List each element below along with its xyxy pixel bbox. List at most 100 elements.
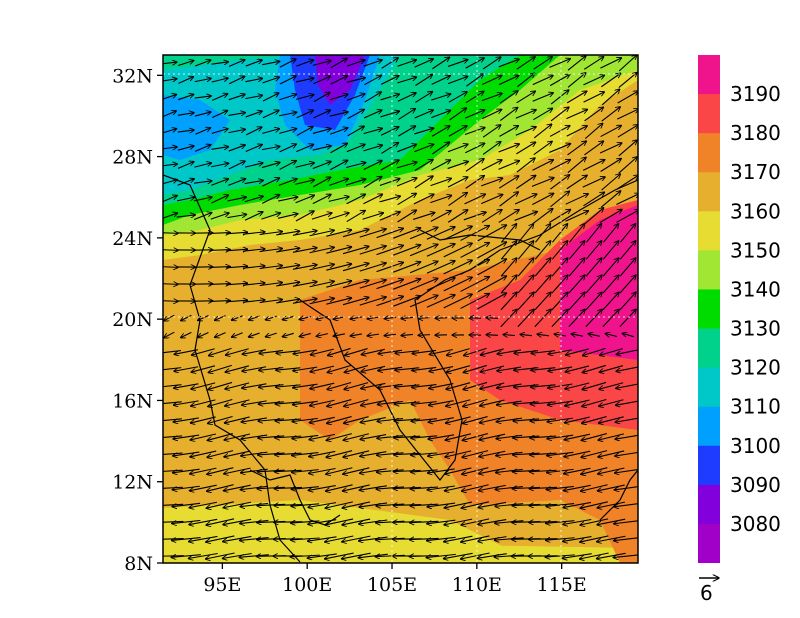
wind-vector xyxy=(163,129,176,134)
wind-vector xyxy=(460,294,490,309)
wind-vector xyxy=(326,264,351,271)
wind-vector xyxy=(443,243,473,258)
wind-vector xyxy=(210,213,229,220)
wind-vector xyxy=(214,332,226,338)
wind-vector xyxy=(380,127,399,136)
wind-vector xyxy=(409,261,438,274)
wind-vector xyxy=(328,213,349,220)
wind-vector xyxy=(617,91,638,104)
wind-vector xyxy=(568,309,585,328)
wind-vector xyxy=(244,212,263,221)
wind-vector xyxy=(194,145,211,152)
wind-vector xyxy=(443,260,473,275)
wind-vector xyxy=(242,300,265,302)
wind-vector xyxy=(477,242,506,259)
wind-vector xyxy=(528,539,558,540)
wind-vector xyxy=(479,450,506,456)
wind-vector xyxy=(397,193,417,206)
wind-vector xyxy=(503,335,516,336)
wind-vector xyxy=(224,416,250,423)
wind-vector xyxy=(274,470,302,471)
x-tick-label: 115E xyxy=(537,574,587,596)
wind-vector xyxy=(562,553,592,559)
wind-vector xyxy=(498,75,519,86)
wind-vector xyxy=(460,277,490,292)
wind-vector xyxy=(174,349,198,355)
wind-vector xyxy=(446,399,471,407)
wind-vector xyxy=(463,347,487,355)
wind-vector xyxy=(173,434,200,439)
wind-vector xyxy=(428,417,454,423)
wind-vector xyxy=(312,161,331,170)
wind-vector xyxy=(206,518,235,525)
wind-vector xyxy=(276,231,299,236)
wind-vector xyxy=(515,175,535,190)
wind-vector xyxy=(346,94,365,101)
wind-vector xyxy=(293,383,318,388)
wind-vector xyxy=(582,398,607,406)
wind-vector xyxy=(206,535,235,542)
wind-vector xyxy=(363,194,382,205)
wind-vector xyxy=(198,331,209,337)
wind-vector xyxy=(534,275,551,294)
wind-vector xyxy=(569,224,584,243)
wind-vector xyxy=(163,469,183,472)
wind-vector xyxy=(257,487,285,488)
wind-vector xyxy=(327,347,351,355)
wind-vector xyxy=(363,128,383,135)
wind-vector xyxy=(600,191,620,208)
wind-vector xyxy=(309,230,335,237)
wind-vector xyxy=(426,261,455,274)
wind-vector xyxy=(226,283,247,285)
wind-vector xyxy=(494,538,524,540)
wind-vector xyxy=(278,179,297,186)
wind-vector xyxy=(598,450,625,457)
wind-vector xyxy=(568,258,585,277)
wind-vector xyxy=(326,281,351,288)
colorbar-label: 3170 xyxy=(730,160,781,184)
wind-vector xyxy=(376,262,404,273)
wind-vector xyxy=(597,518,626,525)
wind-vector xyxy=(341,552,371,559)
wind-vector xyxy=(477,293,506,310)
wind-vector xyxy=(191,365,216,372)
wind-vector xyxy=(549,74,570,87)
wind-vector xyxy=(312,146,332,151)
wind-vector xyxy=(512,487,540,488)
wind-vector xyxy=(533,124,552,139)
wind-vector xyxy=(346,60,365,67)
wind-vector xyxy=(447,161,469,170)
wind-vector xyxy=(193,197,212,202)
wind-vector xyxy=(426,295,455,308)
wind-vector xyxy=(462,433,488,441)
wind-vector xyxy=(565,348,589,355)
wind-vector xyxy=(601,107,621,122)
wind-vector xyxy=(312,129,331,134)
wind-vector xyxy=(618,140,637,157)
wind-vector xyxy=(379,196,401,203)
wind-vector xyxy=(342,280,369,289)
wind-vector xyxy=(446,365,471,373)
wind-vector xyxy=(614,486,638,490)
wind-vector xyxy=(427,468,455,473)
wind-vector xyxy=(513,453,540,455)
wind-vector xyxy=(515,110,536,119)
wind-vector xyxy=(532,93,554,102)
wind-vector xyxy=(529,504,558,505)
wind-vector xyxy=(342,518,371,525)
wind-vector xyxy=(257,504,286,505)
wind-vector xyxy=(346,144,365,153)
wind-vector xyxy=(226,266,247,268)
wind-vector xyxy=(377,453,404,456)
wind-vector xyxy=(463,398,488,407)
wind-vector xyxy=(461,484,489,492)
wind-vector xyxy=(240,468,268,473)
wind-vector xyxy=(310,365,335,372)
wind-vector xyxy=(616,349,638,355)
wind-vector xyxy=(242,249,265,251)
wind-vector xyxy=(344,399,369,407)
wind-vector xyxy=(619,309,636,328)
wind-vector xyxy=(375,538,405,540)
wind-vector xyxy=(261,213,280,220)
colorbar-swatch xyxy=(698,94,720,134)
